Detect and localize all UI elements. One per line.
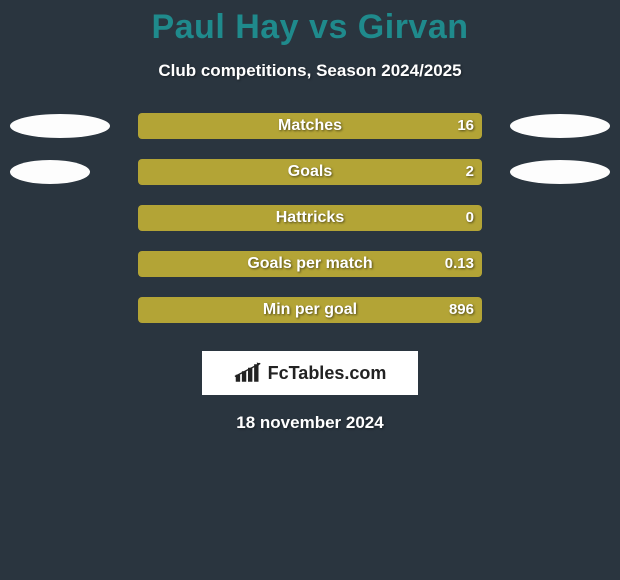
comparison-card: Paul Hay vs Girvan Club competitions, Se…: [0, 0, 620, 580]
stat-value: 0: [466, 205, 474, 231]
stat-value: 896: [449, 297, 474, 323]
stat-row: Min per goal896: [0, 297, 620, 323]
stat-row: Matches16: [0, 113, 620, 139]
stat-label: Min per goal: [138, 297, 482, 323]
subtitle: Club competitions, Season 2024/2025: [0, 61, 620, 81]
stat-bar: Goals per match0.13: [138, 251, 482, 277]
right-oval: [510, 114, 610, 138]
fctables-logo[interactable]: FcTables.com: [202, 351, 418, 395]
stat-label: Matches: [138, 113, 482, 139]
left-oval: [10, 160, 90, 184]
right-oval: [510, 160, 610, 184]
stat-value: 0.13: [445, 251, 474, 277]
stat-bar: Goals2: [138, 159, 482, 185]
stat-label: Goals: [138, 159, 482, 185]
date-label: 18 november 2024: [0, 413, 620, 433]
left-oval: [10, 114, 110, 138]
stat-bar: Min per goal896: [138, 297, 482, 323]
stat-value: 2: [466, 159, 474, 185]
logo-text: FcTables.com: [268, 363, 387, 384]
stat-bar: Hattricks0: [138, 205, 482, 231]
stat-bar: Matches16: [138, 113, 482, 139]
page-title: Paul Hay vs Girvan: [0, 0, 620, 47]
stat-row: Hattricks0: [0, 205, 620, 231]
stat-label: Goals per match: [138, 251, 482, 277]
bar-chart-icon: [234, 362, 262, 384]
stat-value: 16: [457, 113, 474, 139]
stat-row: Goals2: [0, 159, 620, 185]
stats-rows: Matches16 Goals2 Hattricks0 Goals per match…: [0, 113, 620, 323]
stat-row: Goals per match0.13: [0, 251, 620, 277]
stat-label: Hattricks: [138, 205, 482, 231]
